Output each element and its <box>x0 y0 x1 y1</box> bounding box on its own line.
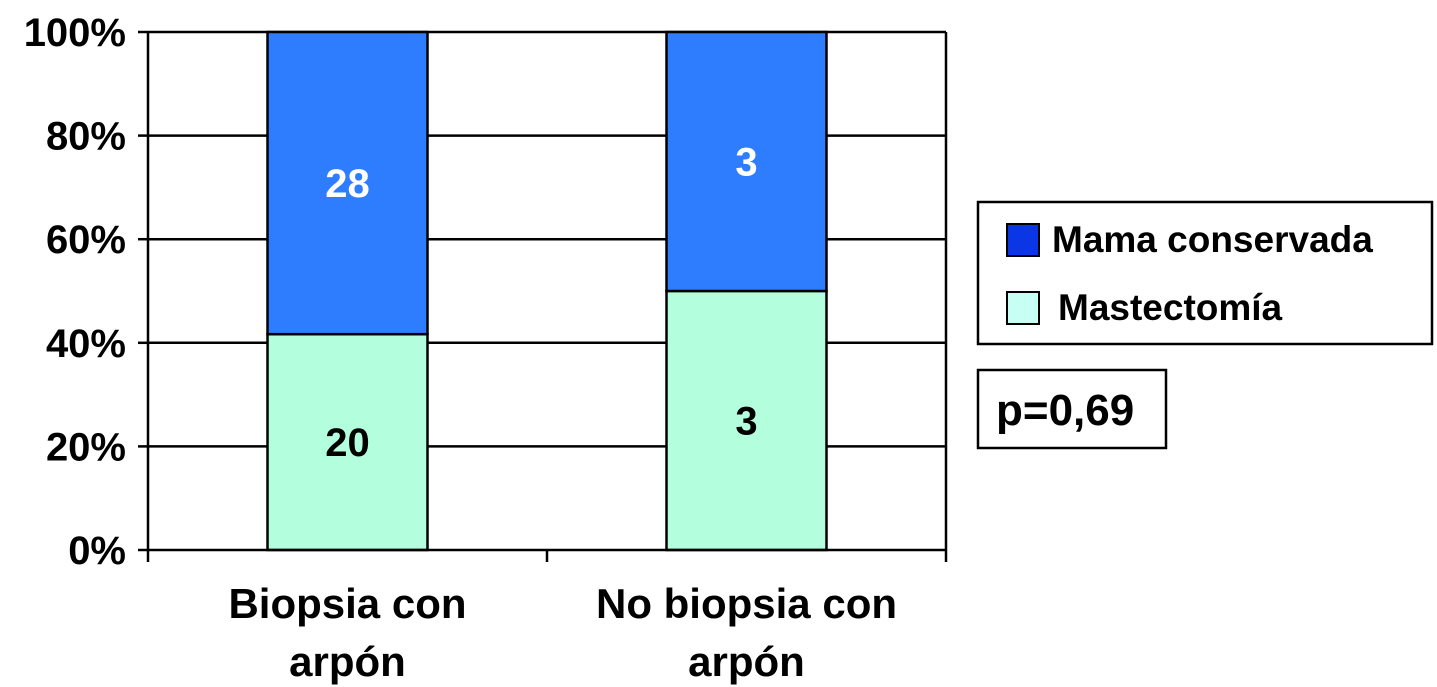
legend-label-mama-conservada: Mama conservada <box>1052 219 1373 260</box>
x-category-label: Biopsia con <box>228 580 466 627</box>
p-value-annotation: p=0,69 <box>976 368 1168 450</box>
bar-segment <box>266 30 429 336</box>
y-tick-label: 20% <box>46 425 126 469</box>
y-tick-labels: 0% 20% 40% 60% 80% 100% <box>24 11 126 573</box>
legend-box <box>976 200 1434 346</box>
axes <box>138 30 948 562</box>
bars: 20 28 3 3 <box>266 30 828 552</box>
y-tick-label: 60% <box>46 218 126 262</box>
x-category-label: No biopsia con <box>596 580 897 627</box>
bar-segment <box>665 30 828 293</box>
bar-segment <box>266 332 429 552</box>
data-label: 20 <box>325 421 370 465</box>
x-category-label: arpón <box>289 638 406 685</box>
y-tick-label: 0% <box>68 529 126 573</box>
x-category-label: arpón <box>688 638 805 685</box>
data-label: 3 <box>735 141 757 185</box>
y-tick-label: 40% <box>46 322 126 366</box>
x-category-labels: Biopsia con arpón No biopsia con arpón <box>228 580 897 685</box>
legend: Mama conservada Mastectomía <box>976 200 1434 346</box>
legend-swatch-mastectomia <box>1006 291 1040 325</box>
y-tick-label: 100% <box>24 11 126 55</box>
legend-label-mastectomia: Mastectomía <box>1058 287 1283 328</box>
data-label: 3 <box>735 400 757 444</box>
p-value-box <box>976 368 1168 450</box>
data-label: 28 <box>325 162 370 206</box>
y-tick-label: 80% <box>46 115 126 159</box>
legend-swatch-mama-conservada <box>1006 223 1040 257</box>
p-value-text: p=0,69 <box>996 386 1134 435</box>
